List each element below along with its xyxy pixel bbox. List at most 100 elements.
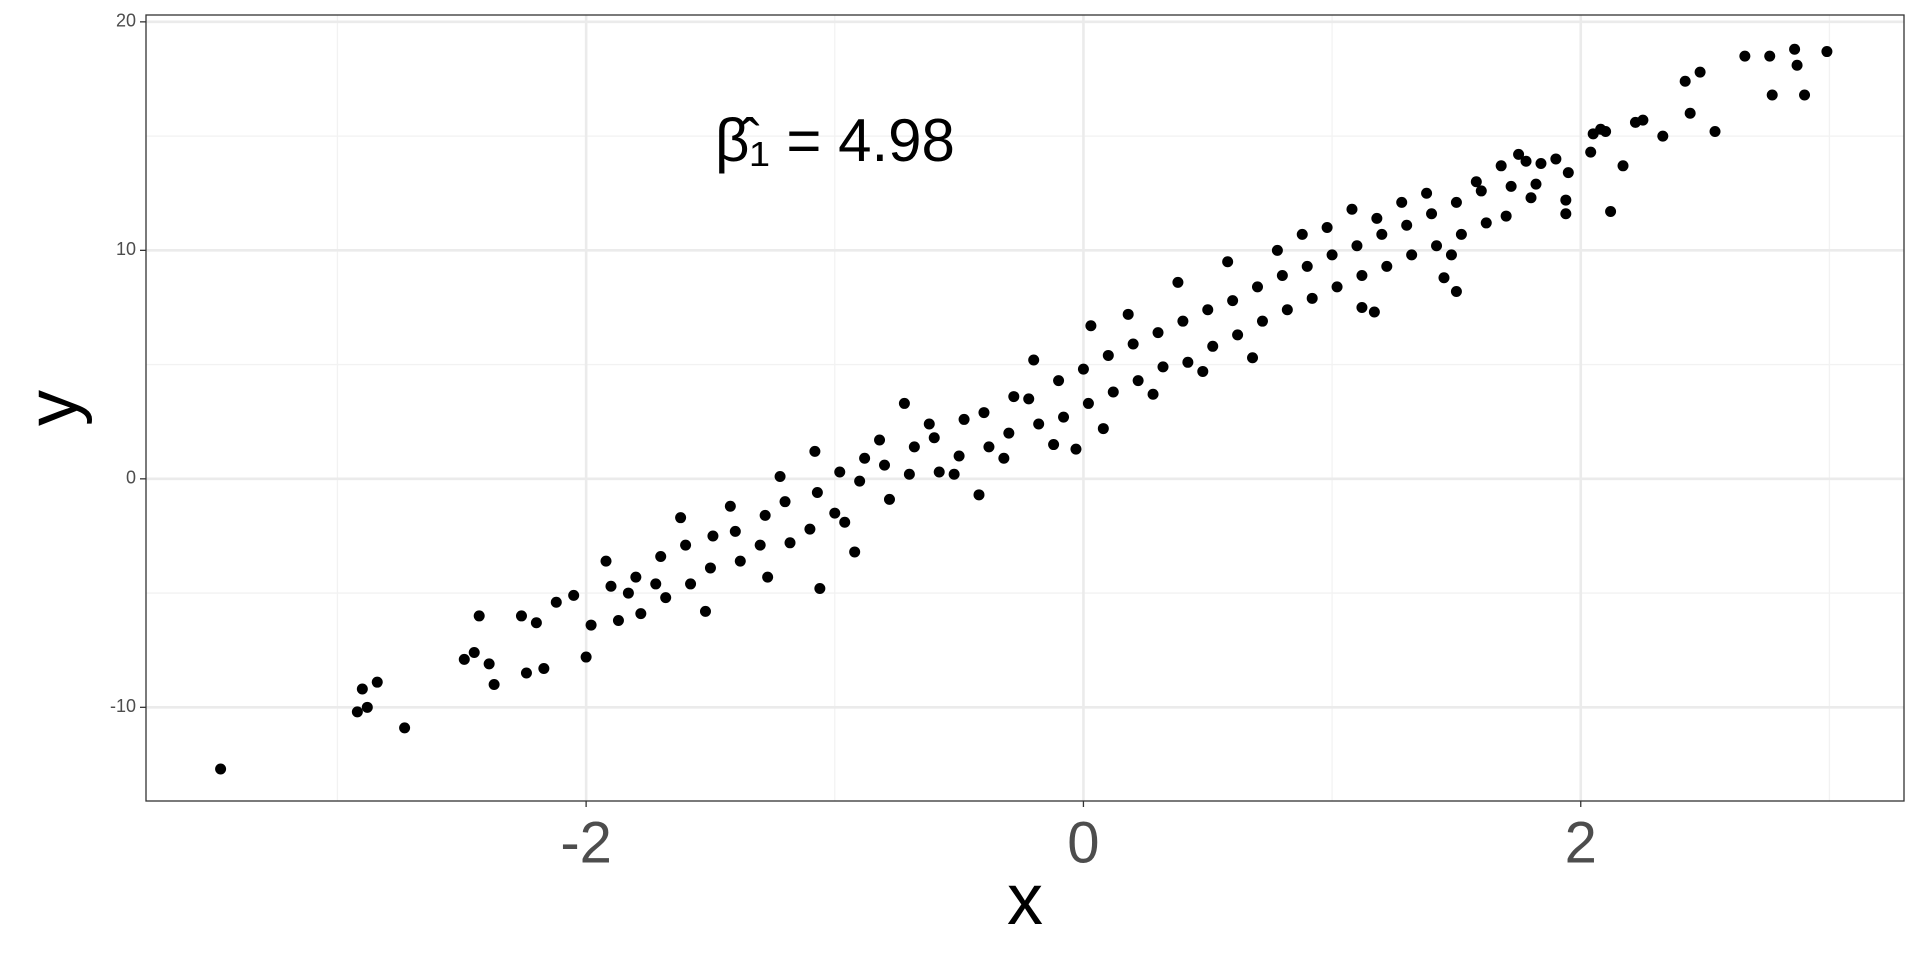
point [605,580,617,592]
point [488,678,500,690]
point [1356,301,1368,313]
point [854,475,866,487]
point [704,562,716,574]
point [1127,338,1139,350]
point [1560,208,1572,220]
point [1003,427,1015,439]
point [685,578,697,590]
point [874,434,886,446]
point [371,676,383,688]
x-tick-label: 0 [1067,810,1099,875]
point [483,658,495,670]
point [1077,363,1089,375]
point [908,441,920,453]
point [1182,356,1194,368]
point [1505,180,1517,192]
point [580,651,592,663]
point [1605,206,1617,217]
point [1550,153,1562,165]
point [923,418,935,430]
y-axis-title: y [13,390,93,426]
point [1048,439,1060,451]
point [759,509,771,521]
point [1426,208,1438,220]
point [1791,59,1803,71]
point [898,397,910,409]
point [762,571,774,583]
y-tick-label: 10 [116,239,136,259]
point [1070,443,1082,455]
point [1197,365,1209,377]
point [1657,130,1669,142]
point [1102,349,1114,361]
point [1326,249,1338,261]
point [1525,192,1537,204]
point [1495,160,1507,172]
point [1227,295,1239,307]
point [1132,375,1144,387]
point [1271,244,1283,256]
point [473,610,485,622]
point [1617,160,1629,172]
point [1033,418,1045,430]
point [1739,50,1751,62]
point [1431,240,1443,252]
point [1376,228,1388,240]
point [351,706,363,718]
point [1560,194,1572,206]
point [1053,375,1065,387]
point [859,452,871,464]
point [515,610,527,622]
point [1008,391,1020,403]
point [879,459,891,471]
point [834,466,846,478]
point [983,441,995,453]
point [734,555,746,567]
y-tick-label: 20 [116,11,136,31]
point [1450,196,1462,208]
point [612,614,624,626]
point [650,578,662,590]
point [1520,155,1532,167]
point [933,466,945,478]
point [1058,411,1070,423]
point [1475,185,1487,197]
point [849,546,861,558]
point [814,583,826,595]
point [568,589,580,601]
point [1331,281,1343,293]
x-tick-label: -2 [560,810,612,875]
point [1321,221,1333,233]
point [811,487,823,499]
point [1600,126,1612,138]
point [1764,50,1776,62]
point [1301,260,1313,272]
point [1585,146,1597,158]
point [361,701,373,713]
point [978,407,990,419]
point [1296,228,1308,240]
point [998,452,1010,464]
point [948,468,960,480]
point [1562,167,1574,179]
point [928,432,940,444]
point [1637,114,1649,126]
point [1152,327,1164,339]
point [1438,272,1450,284]
point [1535,158,1547,170]
point [958,413,970,425]
point [655,551,667,563]
point [1679,75,1691,87]
point [600,555,612,567]
point [1821,46,1833,58]
x-tick-label: 2 [1565,810,1597,875]
point [1177,315,1189,327]
point [1251,281,1263,293]
point [356,683,368,695]
point [550,596,562,608]
point [468,646,480,658]
point [1085,320,1097,332]
point [530,617,542,629]
point [1082,397,1094,409]
